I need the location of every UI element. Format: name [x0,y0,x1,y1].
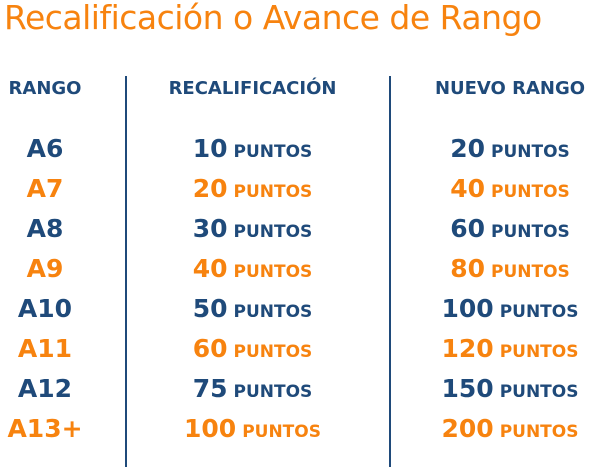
points-value: 100 [441,294,494,323]
points-unit: PUNTOS [233,222,313,242]
points-unit: PUNTOS [491,262,570,282]
points-unit: PUNTOS [499,302,579,322]
recalificacion-cell: 10 PUNTOS [150,134,355,163]
nuevo-rango-cell: 80 PUNTOS [410,254,600,283]
rango-cell: A12 [0,374,90,403]
column-divider [125,76,127,467]
points-value: 60 [450,214,485,243]
recalificacion-cell: 40 PUNTOS [150,254,355,283]
points-unit: PUNTOS [233,142,313,162]
points-unit: PUNTOS [499,342,579,362]
points-value: 40 [192,254,228,283]
column-divider [389,76,391,467]
points-value: 50 [192,294,228,323]
points-value: 200 [441,414,494,443]
rango-value: A7 [26,174,64,203]
points-value: 100 [184,414,237,443]
rango-value: A12 [17,374,73,403]
rango-value: A8 [26,214,64,243]
points-unit: PUNTOS [491,182,570,202]
nuevo-rango-cell: 100 PUNTOS [410,294,600,323]
points-value: 80 [450,254,485,283]
points-value: 40 [450,174,485,203]
points-unit: PUNTOS [242,422,321,442]
points-unit: PUNTOS [491,222,570,242]
rango-cell: A6 [0,134,90,163]
rango-value: A11 [17,334,73,363]
recalificacion-cell: 100 PUNTOS [150,414,355,443]
recalificacion-cell: 75 PUNTOS [150,374,355,403]
points-value: 150 [441,374,494,403]
recalificacion-cell: 60 PUNTOS [150,334,355,363]
nuevo-rango-cell: 150 PUNTOS [410,374,600,403]
nuevo-rango-cell: 200 PUNTOS [410,414,600,443]
rango-value: A6 [26,134,64,163]
nuevo-rango-cell: 40 PUNTOS [410,174,600,203]
points-unit: PUNTOS [233,262,313,282]
points-unit: PUNTOS [233,382,313,402]
points-value: 120 [441,334,494,363]
rango-cell: A9 [0,254,90,283]
points-value: 10 [192,134,228,163]
points-unit: PUNTOS [491,142,570,162]
rango-cell: A13+ [0,414,90,443]
points-unit: PUNTOS [233,342,313,362]
rango-cell: A8 [0,214,90,243]
rango-value: A9 [26,254,64,283]
rango-cell: A7 [0,174,90,203]
points-value: 30 [192,214,228,243]
recalificacion-cell: 30 PUNTOS [150,214,355,243]
rango-value: A13+ [7,414,83,443]
points-value: 75 [192,374,228,403]
page-title: Recalificación o Avance de Rango [4,0,542,37]
points-unit: PUNTOS [499,422,579,442]
points-unit: PUNTOS [233,302,313,322]
header-recalificacion: RECALIFICACIÓN [168,78,337,99]
recalificacion-cell: 50 PUNTOS [150,294,355,323]
rango-cell: A10 [0,294,90,323]
header-nuevo-rango: NUEVO RANGO [434,78,586,99]
rango-cell: A11 [0,334,90,363]
points-unit: PUNTOS [499,382,579,402]
points-value: 20 [192,174,228,203]
nuevo-rango-cell: 60 PUNTOS [410,214,600,243]
nuevo-rango-cell: 20 PUNTOS [410,134,600,163]
points-value: 20 [450,134,485,163]
nuevo-rango-cell: 120 PUNTOS [410,334,600,363]
rango-value: A10 [17,294,73,323]
points-value: 60 [192,334,228,363]
points-unit: PUNTOS [233,182,313,202]
recalificacion-cell: 20 PUNTOS [150,174,355,203]
header-rango: RANGO [8,78,82,99]
